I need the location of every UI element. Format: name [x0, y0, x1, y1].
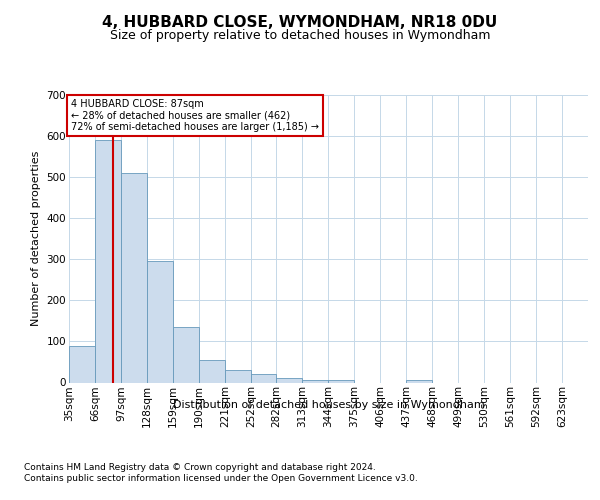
Bar: [95, 140, 121, 382]
Text: Size of property relative to detached houses in Wymondham: Size of property relative to detached ho…: [110, 29, 490, 42]
Text: Distribution of detached houses by size in Wymondham: Distribution of detached houses by size …: [173, 400, 485, 410]
Bar: [173, 327, 199, 382]
Bar: [147, 262, 173, 382]
Bar: [406, 380, 432, 382]
Y-axis label: Number of detached properties: Number of detached properties: [31, 151, 41, 326]
Bar: [276, 378, 302, 382]
Bar: [199, 360, 225, 382]
Bar: [121, 173, 147, 382]
Bar: [251, 374, 276, 382]
Bar: [225, 370, 251, 382]
Text: 4 HUBBARD CLOSE: 87sqm
← 28% of detached houses are smaller (462)
72% of semi-de: 4 HUBBARD CLOSE: 87sqm ← 28% of detached…: [71, 99, 319, 132]
Bar: [69, 346, 95, 383]
Bar: [328, 380, 354, 382]
Bar: [302, 380, 328, 382]
Text: Contains HM Land Registry data © Crown copyright and database right 2024.: Contains HM Land Registry data © Crown c…: [24, 462, 376, 471]
Text: 4, HUBBARD CLOSE, WYMONDHAM, NR18 0DU: 4, HUBBARD CLOSE, WYMONDHAM, NR18 0DU: [103, 15, 497, 30]
Text: Contains public sector information licensed under the Open Government Licence v3: Contains public sector information licen…: [24, 474, 418, 483]
